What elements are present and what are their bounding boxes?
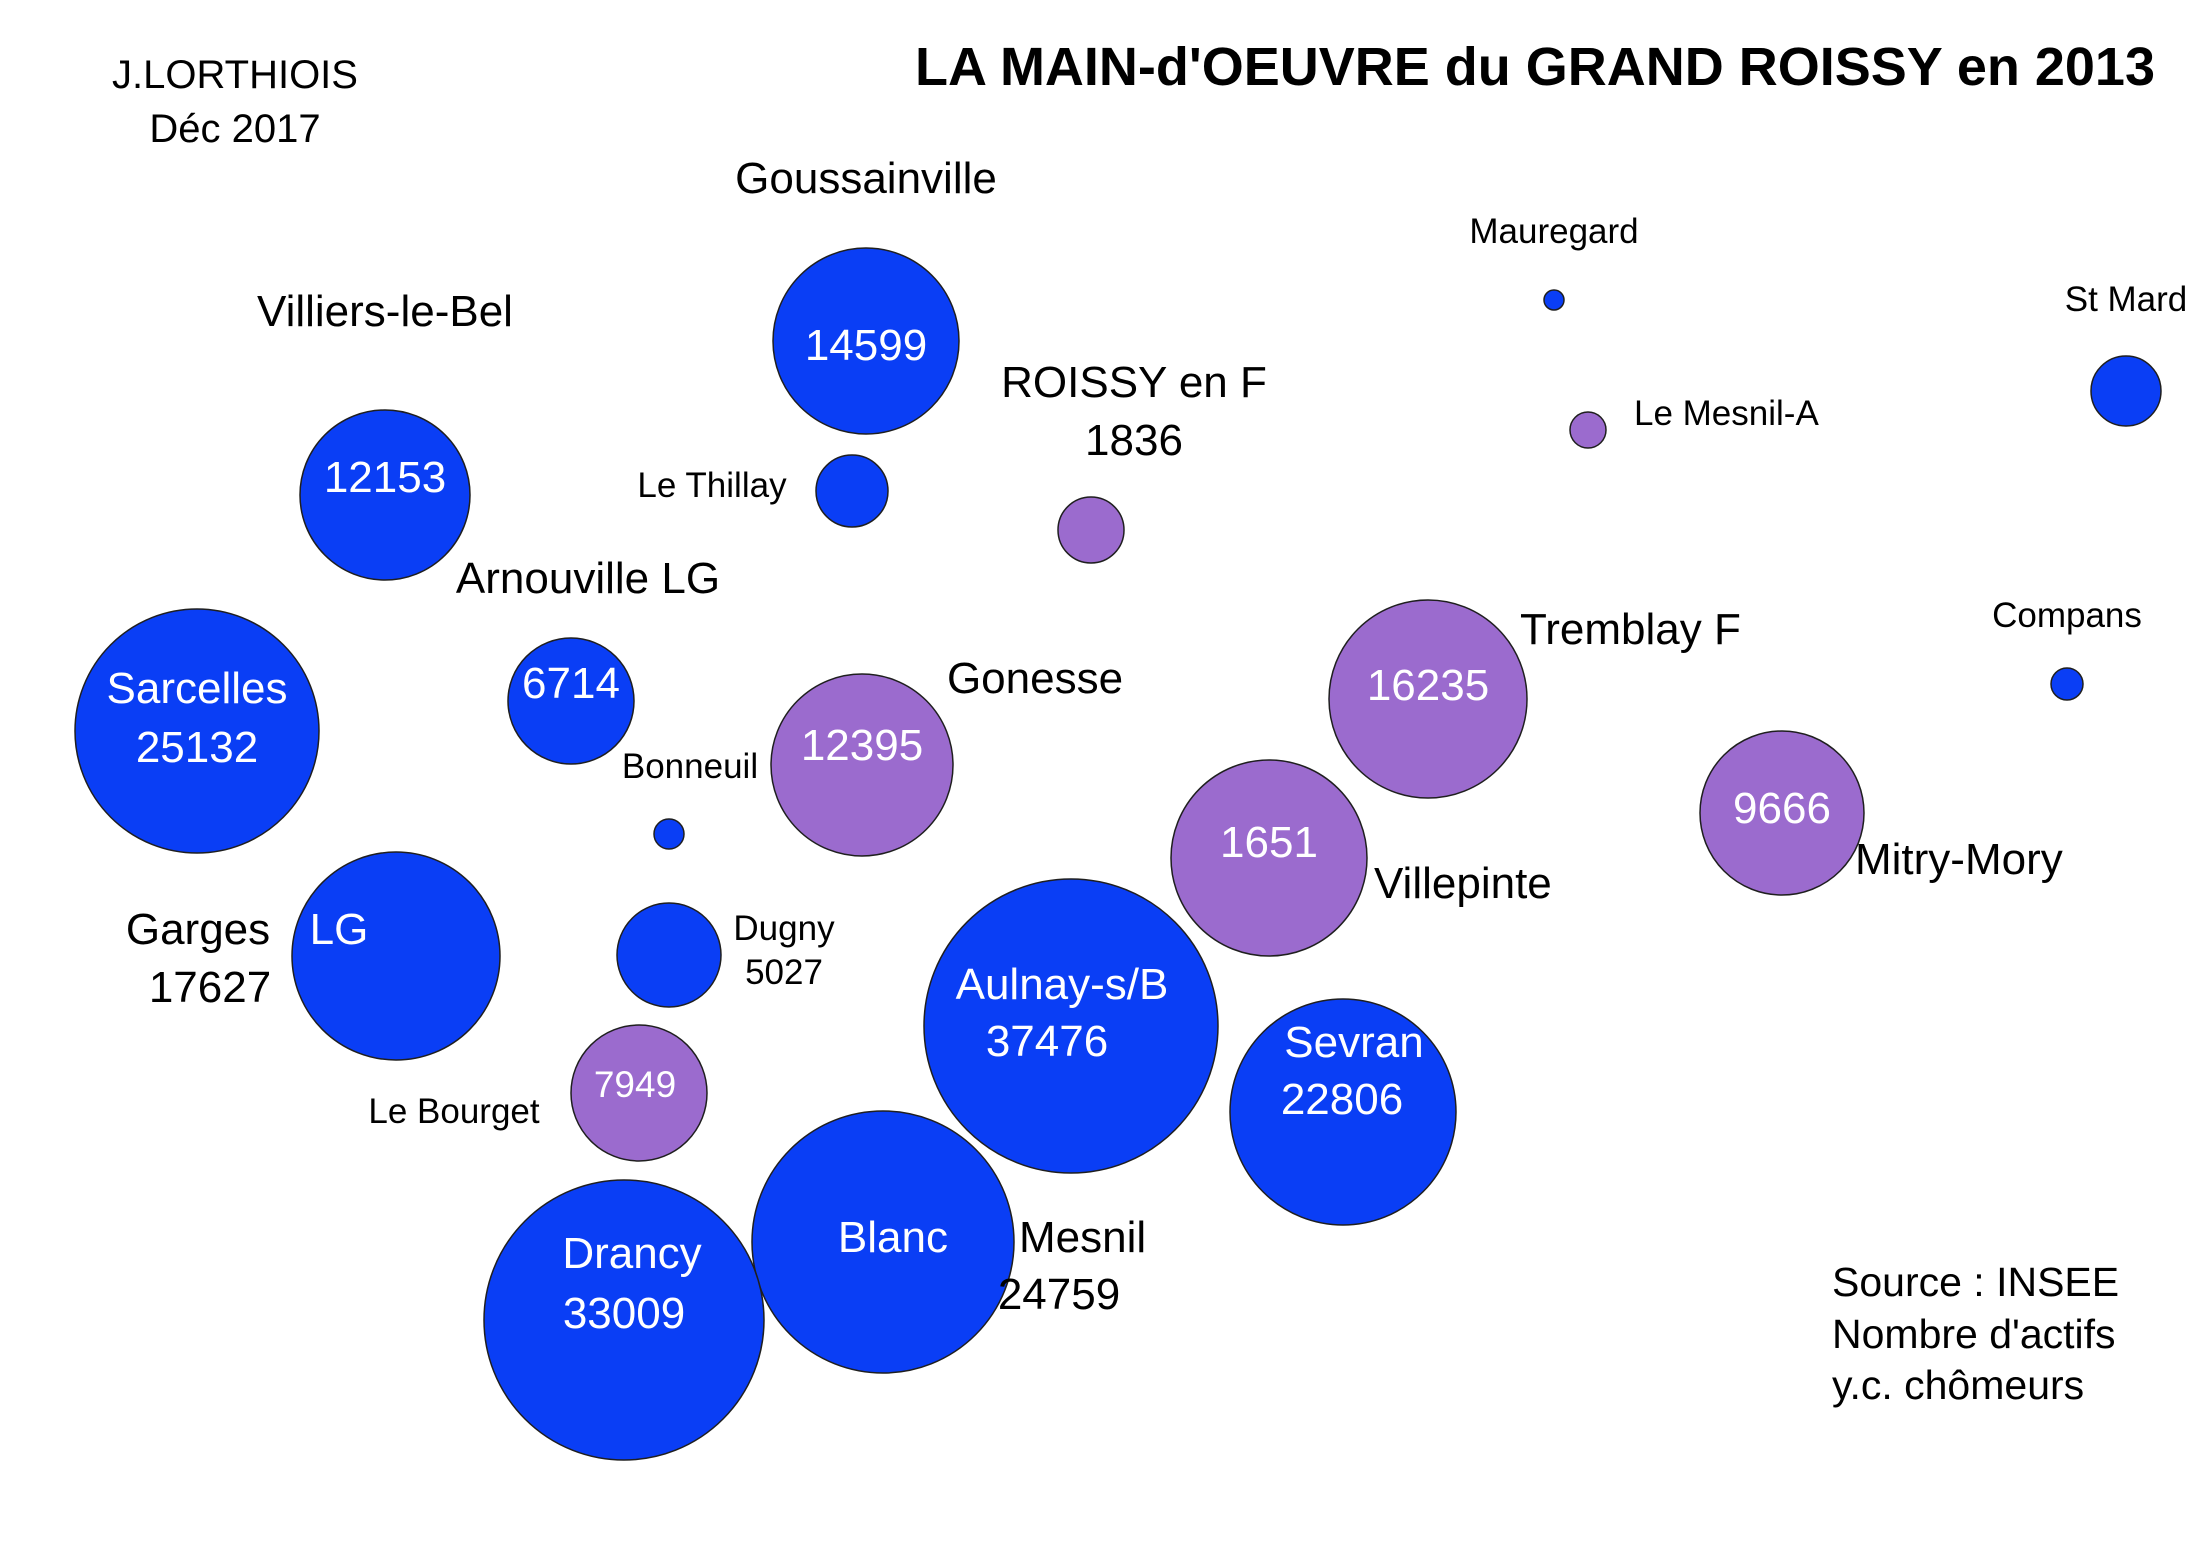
bubble-arnouville-lg bbox=[507, 637, 635, 765]
label-name-roissy-en-f: ROISSY en F bbox=[1001, 358, 1267, 407]
label-value-sevran: 22806 bbox=[1281, 1075, 1403, 1124]
label-name-arnouville-lg: Arnouville LG bbox=[456, 554, 720, 603]
bubble-bonneuil bbox=[653, 818, 685, 850]
author-label: J.LORTHIOIS bbox=[112, 53, 358, 97]
label-name-le-bourget: Le Bourget bbox=[368, 1092, 540, 1131]
label-name-sevran: Sevran bbox=[1284, 1018, 1423, 1067]
label-value-mitry-mory: 9666 bbox=[1733, 784, 1831, 833]
label-layer: Goussainville 14599 Villiers-le-Bel 12153 Le… bbox=[107, 154, 2188, 1338]
label-value-aulnay-s-b: 37476 bbox=[986, 1017, 1108, 1066]
label-value-villiers-le-bel: 12153 bbox=[324, 453, 446, 502]
label-value-garges-lg: 17627 bbox=[149, 963, 271, 1012]
label-name-gonesse: Gonesse bbox=[947, 654, 1123, 703]
label-name-goussainville: Goussainville bbox=[735, 154, 997, 203]
label-value-villepinte: 1651 bbox=[1220, 818, 1318, 867]
label-value-tremblay-f: 16235 bbox=[1367, 661, 1489, 710]
label-name-garges-lg-part-1: Garges bbox=[126, 905, 270, 954]
bubble-sarcelles bbox=[74, 608, 320, 854]
label-value-dugny: 5027 bbox=[745, 953, 823, 992]
label-name-mitry-mory: Mitry-Mory bbox=[1855, 835, 2063, 884]
bubble-roissy-en-f bbox=[1057, 496, 1125, 564]
bubble-villiers-le-bel bbox=[299, 409, 471, 581]
source-line-2: Nombre d'actifs bbox=[1832, 1311, 2116, 1357]
label-name-aulnay-s-b: Aulnay-s/B bbox=[956, 960, 1169, 1009]
label-value-roissy-en-f: 1836 bbox=[1085, 416, 1183, 465]
label-name-tremblay-f: Tremblay F bbox=[1520, 605, 1741, 654]
label-name-villepinte: Villepinte bbox=[1374, 859, 1552, 908]
bubble-blanc-mesnil bbox=[751, 1110, 1015, 1374]
label-value-sarcelles: 25132 bbox=[136, 723, 258, 772]
label-value-blanc-mesnil: 24759 bbox=[998, 1270, 1120, 1319]
label-name-bonneuil: Bonneuil bbox=[622, 747, 758, 786]
label-name-compans: Compans bbox=[1992, 596, 2142, 635]
label-name-le-mesnil-a: Le Mesnil-A bbox=[1634, 394, 1819, 433]
bubble-le-bourget bbox=[570, 1024, 708, 1162]
label-name-blanc-mesnil-part-2: Mesnil bbox=[1019, 1213, 1146, 1262]
label-value-gonesse: 12395 bbox=[801, 721, 923, 770]
label-value-arnouville-lg: 6714 bbox=[522, 659, 620, 708]
source-line-1: Source : INSEE bbox=[1832, 1259, 2119, 1305]
label-value-le-bourget: 7949 bbox=[594, 1064, 676, 1105]
label-name-villiers-le-bel: Villiers-le-Bel bbox=[257, 287, 513, 336]
bubble-layer bbox=[74, 247, 2162, 1461]
label-value-goussainville: 14599 bbox=[805, 321, 927, 370]
label-name-st-mard: St Mard bbox=[2065, 280, 2188, 319]
bubble-goussainville bbox=[772, 247, 960, 435]
label-value-drancy: 33009 bbox=[563, 1289, 685, 1338]
label-name-le-thillay: Le Thillay bbox=[637, 466, 787, 505]
label-name-mauregard: Mauregard bbox=[1469, 212, 1638, 251]
bubble-dugny bbox=[616, 902, 722, 1008]
bubble-sevran bbox=[1229, 998, 1457, 1226]
bubble-villepinte bbox=[1170, 759, 1368, 957]
bubble-aulnay-s-b bbox=[923, 878, 1219, 1174]
bubble-le-thillay bbox=[815, 454, 889, 528]
bubble-st-mard bbox=[2090, 355, 2162, 427]
bubble-mitry-mory bbox=[1699, 730, 1865, 896]
bubble-tremblay-f bbox=[1328, 599, 1528, 799]
label-name-sarcelles: Sarcelles bbox=[107, 664, 288, 713]
bubble-garges-lg bbox=[291, 851, 501, 1061]
bubble-compans bbox=[2050, 667, 2084, 701]
label-name-garges-lg-part-2: LG bbox=[310, 905, 369, 954]
source-line-3: y.c. chômeurs bbox=[1832, 1362, 2084, 1408]
date-label: Déc 2017 bbox=[149, 107, 320, 151]
chart-title: LA MAIN-d'OEUVRE du GRAND ROISSY en 2013 bbox=[915, 37, 2155, 97]
bubble-mauregard bbox=[1543, 289, 1565, 311]
label-name-drancy: Drancy bbox=[562, 1229, 701, 1278]
label-name-dugny: Dugny bbox=[733, 909, 835, 948]
label-name-blanc-mesnil-part-1: Blanc bbox=[838, 1213, 948, 1262]
bubble-le-mesnil-a bbox=[1569, 411, 1607, 449]
bubble-gonesse bbox=[770, 673, 954, 857]
bubble-drancy bbox=[483, 1179, 765, 1461]
